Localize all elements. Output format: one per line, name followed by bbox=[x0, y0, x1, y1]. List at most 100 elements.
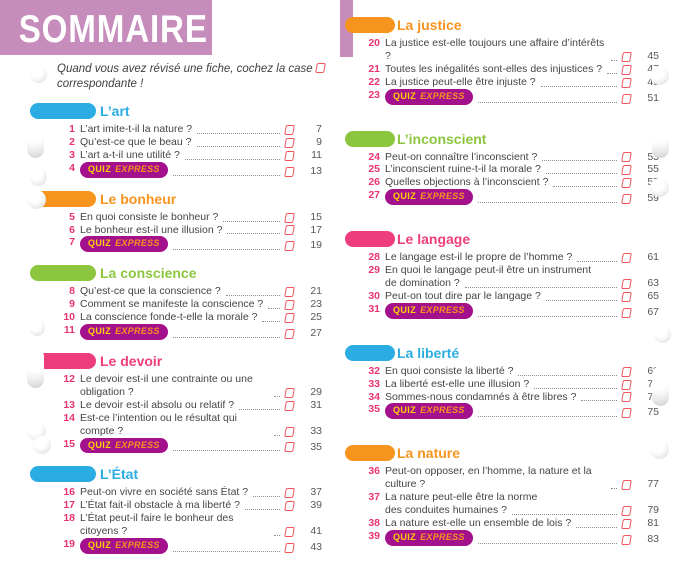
revision-checkbox[interactable] bbox=[284, 150, 295, 161]
revision-checkbox[interactable] bbox=[621, 178, 632, 189]
dotted-leader bbox=[268, 308, 280, 310]
revision-checkbox[interactable] bbox=[621, 77, 632, 88]
entry-text: Sommes-nous condamnés à être libres ? bbox=[385, 390, 577, 403]
revision-checkbox[interactable] bbox=[284, 137, 295, 148]
revision-checkbox[interactable] bbox=[621, 291, 632, 302]
entry-number: 1 bbox=[69, 123, 75, 135]
revision-checkbox[interactable] bbox=[284, 328, 295, 339]
revision-checkbox[interactable] bbox=[621, 480, 632, 491]
revision-checkbox[interactable] bbox=[621, 366, 632, 377]
entry-number: 8 bbox=[69, 285, 75, 298]
revision-checkbox[interactable] bbox=[284, 300, 295, 311]
revision-checkbox[interactable] bbox=[621, 408, 632, 419]
toc-entry: 32 En quoi consiste la liberté ? 69 bbox=[363, 365, 659, 378]
revision-checkbox[interactable] bbox=[284, 387, 295, 398]
revision-checkbox[interactable] bbox=[284, 501, 295, 512]
toc-entry: 8 Qu’est-ce que la conscience ? 21 bbox=[58, 285, 322, 298]
revision-checkbox[interactable] bbox=[621, 64, 632, 75]
entry-page-number: 39 bbox=[310, 499, 322, 512]
section-heading: L’État bbox=[30, 466, 322, 483]
entry-page-number: 7 bbox=[316, 123, 322, 135]
revision-checkbox[interactable] bbox=[621, 505, 632, 516]
toc-section: L’art 1 L’art imite-t-il la nature ? 7 2… bbox=[30, 103, 322, 178]
toc-entry: 24 Peut-on connaître l’inconscient ? 53 bbox=[363, 151, 659, 164]
toc-entry: 16 Peut-on vivre en société sans État ? … bbox=[58, 486, 322, 499]
dotted-leader bbox=[545, 173, 617, 175]
toc-section: Le devoir 12 Le devoir est-il une contra… bbox=[30, 352, 322, 454]
quiz-badge-label: QUIZ bbox=[393, 191, 417, 202]
dotted-leader bbox=[244, 509, 280, 511]
embossed-dot-decoration bbox=[27, 190, 46, 209]
dotted-leader bbox=[545, 299, 617, 301]
revision-checkbox[interactable] bbox=[621, 518, 632, 529]
revision-checkbox[interactable] bbox=[621, 307, 632, 318]
revision-checkbox[interactable] bbox=[284, 488, 295, 499]
entry-text: Quelles objections à l’inconscient ? bbox=[385, 176, 549, 189]
entry-number: 39 bbox=[368, 529, 380, 542]
toc-entry: 13 Le devoir est-il absolu ou relatif ? … bbox=[58, 399, 322, 412]
express-badge-label: EXPRESS bbox=[115, 540, 160, 551]
entry-number: 14 bbox=[63, 411, 75, 424]
revision-checkbox[interactable] bbox=[284, 527, 295, 538]
entry-text: Peut-on vivre en société sans État ? bbox=[80, 486, 249, 499]
express-badge-label: EXPRESS bbox=[115, 163, 160, 174]
embossed-dot-decoration bbox=[29, 168, 47, 186]
entry-number: 9 bbox=[69, 298, 75, 311]
entry-page-number: 77 bbox=[647, 478, 659, 491]
revision-checkbox[interactable] bbox=[621, 51, 632, 62]
entry-text: La justice est-elle toujours une affaire… bbox=[385, 37, 605, 62]
dotted-leader bbox=[542, 160, 617, 162]
section-heading: La conscience bbox=[30, 265, 322, 282]
revision-checkbox[interactable] bbox=[621, 379, 632, 390]
section-title: Le devoir bbox=[100, 352, 163, 369]
revision-checkbox[interactable] bbox=[621, 93, 632, 104]
quiz-express-badge: QUIZ EXPRESS bbox=[80, 538, 168, 554]
entry-text: L’État fait-il obstacle à ma liberté ? bbox=[80, 499, 240, 512]
revision-checkbox[interactable] bbox=[284, 542, 295, 553]
revision-checkbox[interactable] bbox=[621, 152, 632, 163]
dotted-leader bbox=[577, 261, 617, 263]
entry-text: L’art a-t-il une utilité ? bbox=[80, 148, 180, 161]
entry-text-line1: En quoi le langage peut-il être un instr… bbox=[385, 264, 592, 277]
revision-checkbox[interactable] bbox=[621, 253, 632, 264]
revision-checkbox[interactable] bbox=[621, 534, 632, 545]
section-heading: Le devoir bbox=[30, 352, 322, 369]
revision-checkbox[interactable] bbox=[284, 400, 295, 411]
entry-page-number: 63 bbox=[647, 276, 659, 289]
revision-checkbox[interactable] bbox=[621, 194, 632, 205]
revision-checkbox[interactable] bbox=[284, 166, 295, 177]
revision-checkbox[interactable] bbox=[621, 278, 632, 289]
embossed-pill-decoration bbox=[27, 348, 44, 388]
entry-number: 30 bbox=[368, 289, 380, 302]
toc-section: Le langage 28 Le langage est-il le propr… bbox=[345, 231, 659, 319]
section-item-list: 1 L’art imite-t-il la nature ? 7 2 Qu’es… bbox=[58, 123, 322, 178]
dotted-leader bbox=[581, 400, 617, 402]
revision-checkbox[interactable] bbox=[284, 426, 295, 437]
revision-checkbox[interactable] bbox=[284, 225, 295, 236]
entry-page-number: 11 bbox=[311, 148, 322, 161]
intro-line1: Quand vous avez révisé une fiche, cochez… bbox=[57, 63, 313, 75]
revision-checkbox[interactable] bbox=[284, 442, 295, 453]
entry-number: 31 bbox=[368, 302, 380, 315]
dotted-leader bbox=[184, 158, 280, 160]
entry-text: En quoi consiste la liberté ? bbox=[385, 364, 514, 377]
section-tab bbox=[30, 466, 96, 483]
toc-entry: 17 L’État fait-il obstacle à ma liberté … bbox=[58, 499, 322, 512]
revision-checkbox[interactable] bbox=[621, 392, 632, 403]
express-badge-label: EXPRESS bbox=[115, 238, 160, 249]
entry-number: 11 bbox=[63, 324, 75, 337]
entry-number: 20 bbox=[368, 37, 380, 49]
entry-number: 24 bbox=[368, 150, 380, 163]
quiz-express-badge: QUIZ EXPRESS bbox=[80, 324, 168, 340]
revision-checkbox[interactable] bbox=[284, 124, 295, 135]
section-tab bbox=[345, 344, 395, 361]
section-title: L’État bbox=[100, 466, 139, 483]
revision-checkbox[interactable] bbox=[284, 212, 295, 223]
revision-checkbox[interactable] bbox=[284, 241, 295, 252]
dotted-leader bbox=[512, 513, 617, 515]
entry-page-number: 37 bbox=[310, 486, 322, 499]
revision-checkbox[interactable] bbox=[284, 287, 295, 298]
revision-checkbox[interactable] bbox=[621, 165, 632, 176]
dotted-leader bbox=[576, 526, 617, 528]
revision-checkbox[interactable] bbox=[284, 313, 295, 324]
